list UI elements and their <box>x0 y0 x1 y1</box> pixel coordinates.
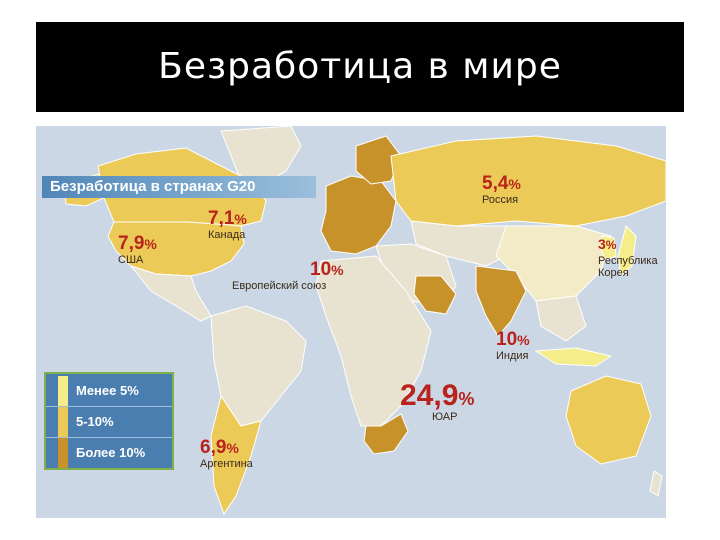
japan-shape <box>617 225 637 277</box>
usa-unit: % <box>144 236 157 252</box>
south-africa-label: 24,9% ЮАР <box>400 379 475 424</box>
canada-unit: % <box>234 211 247 227</box>
south-africa-name: ЮАР <box>432 411 458 423</box>
korea-name-line1: Республика <box>598 255 658 267</box>
argentina-unit: % <box>226 440 239 456</box>
slide-title-bar: Безработица в мире <box>36 22 684 112</box>
legend-divider <box>46 406 172 407</box>
eu-name: Европейский союз <box>232 280 327 292</box>
legend-item-low: Менее 5% <box>46 376 172 406</box>
russia-unit: % <box>508 176 521 192</box>
eu-value: 10 <box>310 259 332 280</box>
legend-item-high: Более 10% <box>46 438 172 468</box>
south-africa-shape <box>363 413 409 455</box>
saudi-shape <box>413 275 457 315</box>
world-map: Безработица в странах G20 7,1% Канада 7,… <box>36 126 666 518</box>
argentina-shape <box>210 394 262 516</box>
korea-shape <box>599 235 617 261</box>
eu-unit: % <box>331 262 344 278</box>
russia-shape <box>390 135 666 227</box>
south-america-shape <box>210 305 307 427</box>
canada-value: 7,1 <box>208 208 235 229</box>
russia-label: 5,4% Россия <box>482 173 521 207</box>
korea-value: 3 <box>598 236 606 252</box>
south-africa-value: 24,9 <box>400 379 459 412</box>
legend-swatch-mid <box>58 407 68 437</box>
usa-label: 7,9% США <box>118 233 157 267</box>
korea-unit: % <box>605 238 617 252</box>
legend-label-low: Менее 5% <box>76 383 139 398</box>
map-header: Безработица в странах G20 <box>42 176 316 198</box>
india-label: 10% Индия <box>496 329 530 363</box>
russia-value: 5,4 <box>482 173 509 194</box>
korea-name-line2: Корея <box>598 267 629 279</box>
argentina-value: 6,9 <box>200 437 227 458</box>
korea-label: 3% Республика Корея <box>598 234 658 279</box>
usa-value: 7,9 <box>118 233 145 254</box>
indonesia-shape <box>534 347 613 367</box>
legend-swatch-high <box>58 438 68 468</box>
argentina-label: 6,9% Аргентина <box>200 437 253 471</box>
india-value: 10 <box>496 329 518 350</box>
legend: Менее 5% 5-10% Более 10% <box>44 372 174 470</box>
usa-name: США <box>118 254 144 266</box>
new-zealand-shape <box>649 470 663 497</box>
legend-swatch-low <box>58 376 68 406</box>
legend-label-mid: 5-10% <box>76 414 114 429</box>
argentina-name: Аргентина <box>200 458 253 470</box>
india-shape <box>475 265 527 337</box>
australia-shape <box>565 375 652 465</box>
scandinavia-shape <box>355 135 402 185</box>
legend-label-high: Более 10% <box>76 445 146 460</box>
legend-divider <box>46 437 172 438</box>
india-name: Индия <box>496 350 529 362</box>
south-africa-unit: % <box>458 389 475 409</box>
slide-title: Безработица в мире <box>158 46 562 87</box>
legend-item-mid: 5-10% <box>46 407 172 437</box>
canada-name: Канада <box>208 229 246 241</box>
india-unit: % <box>517 332 530 348</box>
usa-shape <box>107 221 245 277</box>
canada-label: 7,1% Канада <box>208 208 247 242</box>
southeast-asia-shape <box>535 295 587 342</box>
russia-name: Россия <box>482 194 519 206</box>
eu-label: 10% Европейский союз <box>232 259 344 293</box>
